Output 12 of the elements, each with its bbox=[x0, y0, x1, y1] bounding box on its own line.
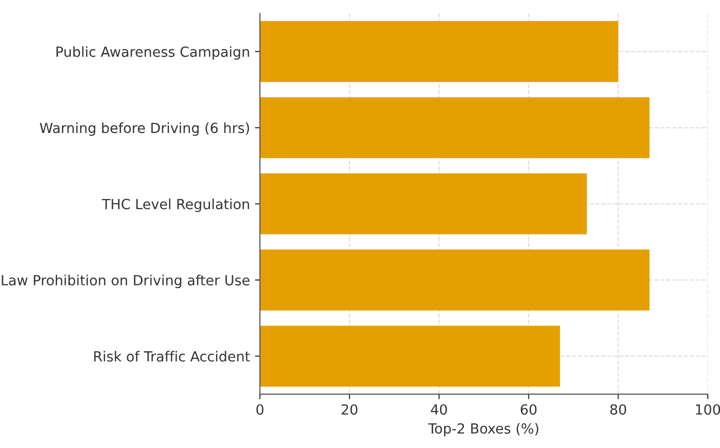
x-tick-label: 20 bbox=[342, 404, 358, 415]
x-tick-label: 100 bbox=[696, 404, 720, 415]
y-tick-label: Public Awareness Campaign bbox=[56, 46, 250, 60]
x-tick-label: 60 bbox=[520, 404, 537, 415]
x-tick-label: 40 bbox=[430, 404, 447, 415]
y-tick-label: Warning before Driving (6 hrs) bbox=[40, 122, 250, 136]
y-tick-label: THC Level Regulation bbox=[102, 198, 250, 212]
y-tick-label: Risk of Traffic Accident bbox=[94, 350, 250, 362]
x-tick-label: 0 bbox=[256, 404, 264, 415]
x-axis-title: Top-2 Boxes (%) bbox=[428, 422, 538, 436]
x-tick-label: 80 bbox=[610, 404, 626, 415]
y-tick-label: Law Prohibition on Driving after Use bbox=[2, 274, 250, 288]
